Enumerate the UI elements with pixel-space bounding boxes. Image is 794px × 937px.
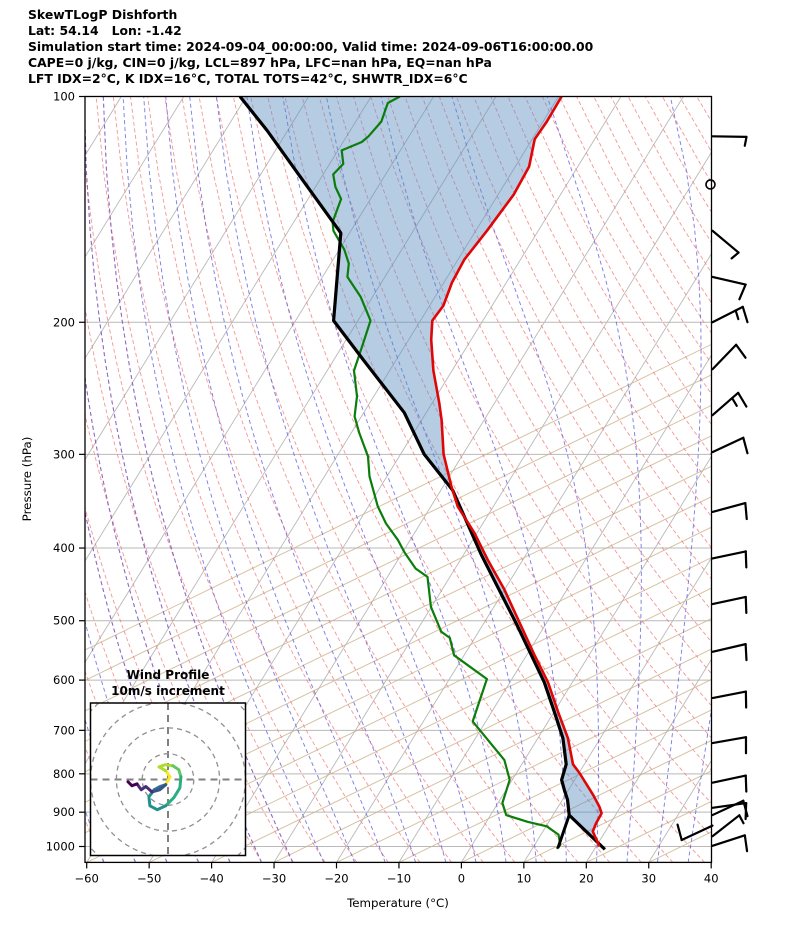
x-tick-label: 10 <box>517 871 532 885</box>
station-coords: Lat: 54.14 Lon: -1.42 <box>28 23 182 38</box>
y-tick-label: 900 <box>53 805 75 819</box>
x-tick-label: −60 <box>75 871 99 885</box>
x-tick-label: 0 <box>458 871 465 885</box>
inset-title: Wind Profile <box>126 668 210 682</box>
y-tick-label: 1000 <box>46 840 75 854</box>
cape-cin-lcl-line: CAPE=0 j/kg, CIN=0 j/kg, LCL=897 hPa, LF… <box>28 55 492 70</box>
y-tick-label: 600 <box>53 673 75 687</box>
x-tick-label: −50 <box>137 871 161 885</box>
y-tick-label: 200 <box>53 315 75 329</box>
x-tick-label: 20 <box>579 871 594 885</box>
x-tick-label: −10 <box>387 871 411 885</box>
inset-subtitle: 10m/s increment <box>111 684 225 698</box>
y-tick-label: 500 <box>53 614 75 628</box>
y-tick-label: 300 <box>53 447 75 461</box>
y-tick-label: 100 <box>53 90 75 104</box>
x-tick-label: −30 <box>262 871 286 885</box>
x-tick-label: −40 <box>199 871 223 885</box>
y-axis-label: Pressure (hPa) <box>20 436 34 522</box>
x-axis-label: Temperature (°C) <box>347 896 449 910</box>
x-tick-label: 40 <box>704 871 719 885</box>
y-tick-label: 700 <box>53 723 75 737</box>
x-tick-label: 30 <box>641 871 656 885</box>
x-tick-label: −20 <box>324 871 348 885</box>
chart-title: SkewTLogP Dishforth <box>28 7 178 22</box>
sim-valid-times: Simulation start time: 2024-09-04_00:00:… <box>28 39 594 54</box>
y-tick-label: 400 <box>53 541 75 555</box>
indices-line: LFT IDX=2°C, K IDX=16°C, TOTAL TOTS=42°C… <box>28 71 468 86</box>
y-tick-label: 800 <box>53 767 75 781</box>
